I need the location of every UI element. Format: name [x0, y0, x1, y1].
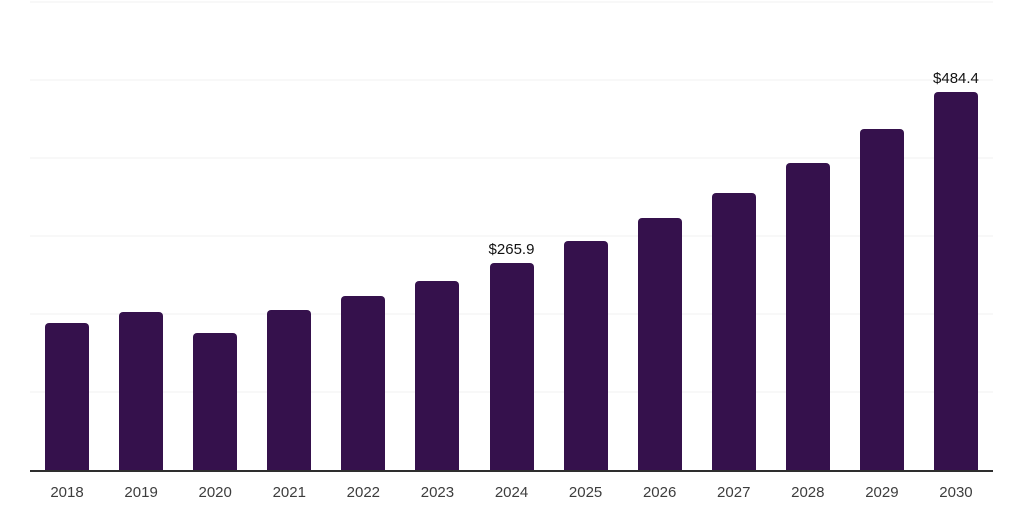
gridline-500: [30, 79, 993, 81]
bar-2020: [193, 332, 238, 470]
bar-2027: [711, 193, 756, 470]
x-tick-2029: 2029: [865, 484, 899, 501]
bar-2030: [933, 92, 978, 470]
bar-slot-2026: [623, 2, 697, 470]
bar-2029: [859, 129, 904, 470]
bar-slot-2018: [30, 2, 104, 470]
bar-value-label-2024: $265.9: [488, 240, 535, 258]
bar-2028: [785, 162, 830, 470]
x-tick-2028: 2028: [791, 484, 825, 501]
bar-slot-2021: [252, 2, 326, 470]
x-tick-2025: 2025: [568, 484, 603, 501]
bar-slot-2020: [178, 2, 252, 470]
x-tick-2018: 2018: [50, 484, 84, 501]
gridline-300: [30, 235, 993, 237]
bar-slot-2029: [845, 2, 919, 470]
plot-area: $265.9 $484.4: [30, 1, 993, 470]
x-tick-2026: 2026: [642, 484, 677, 501]
bar-slot-2019: [104, 2, 178, 470]
bar-2023: [415, 281, 460, 470]
x-tick-2021: 2021: [272, 484, 306, 501]
bar-slot-2025: [549, 2, 623, 470]
bar-2026: [637, 218, 682, 470]
bar-slot-2030: $484.4: [919, 2, 993, 470]
bar-2018: [45, 322, 90, 470]
gridline-400: [30, 157, 993, 159]
x-axis-line: [30, 470, 993, 472]
bar-slot-2028: [771, 2, 845, 470]
bar-value-label-2030: $484.4: [933, 70, 979, 88]
bar-2019: [119, 311, 164, 470]
x-tick-2023: 2023: [420, 484, 455, 501]
bar-slot-2022: [326, 2, 400, 470]
bar-2025: [563, 241, 608, 470]
x-tick-2019: 2019: [124, 484, 158, 501]
x-tick-2022: 2022: [346, 484, 381, 501]
bar-2024: [489, 262, 534, 470]
x-tick-2020: 2020: [198, 484, 232, 501]
x-tick-2027: 2027: [717, 484, 751, 501]
gridline-600: [30, 1, 993, 3]
bars-row: $265.9 $484.4: [30, 2, 993, 470]
x-tick-2024: 2024: [494, 484, 529, 501]
bar-2021: [267, 310, 312, 470]
bar-slot-2023: [400, 2, 474, 470]
bar-slot-2027: [697, 2, 771, 470]
bar-2022: [341, 296, 386, 470]
x-tick-2030: 2030: [939, 484, 973, 501]
x-axis-labels: 2018 2019 2020 2021 2022 2023 2024 2025 2026 2027…: [30, 484, 993, 502]
bar-slot-2024: $265.9: [474, 2, 548, 470]
